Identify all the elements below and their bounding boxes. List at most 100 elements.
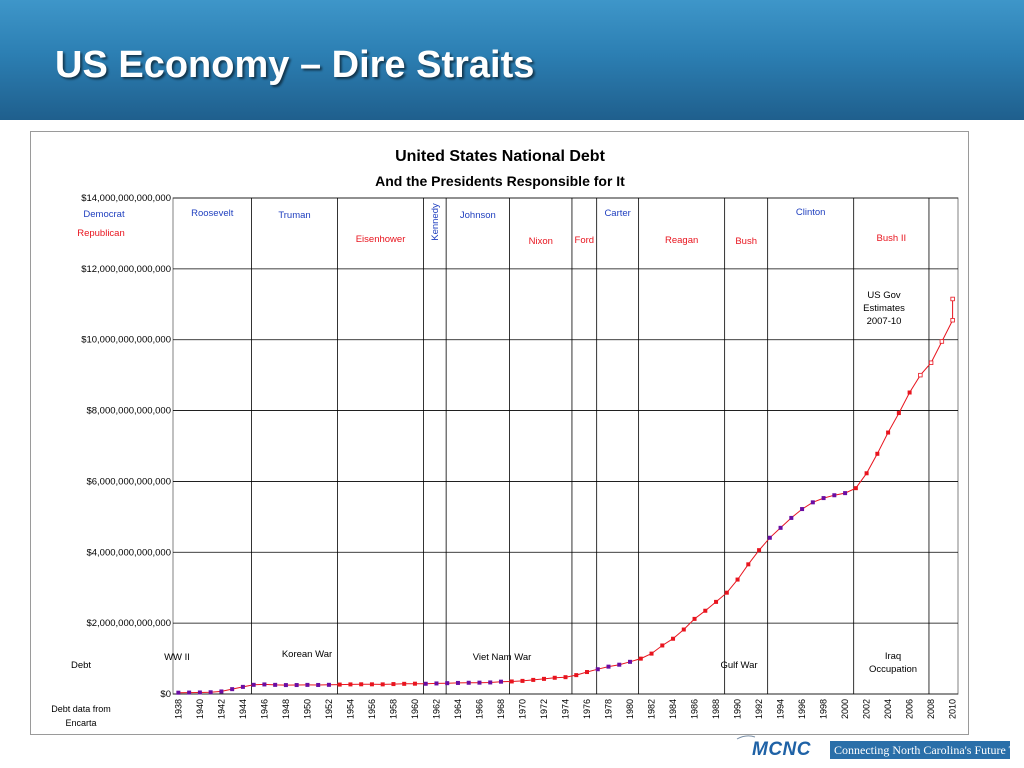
y-tick-label: $8,000,000,000,000	[86, 406, 171, 417]
data-point	[445, 681, 450, 686]
x-tick-label: 2010	[948, 699, 958, 719]
data-point	[283, 683, 288, 688]
legend-democrat: Democrat	[83, 209, 125, 220]
data-point	[455, 680, 460, 685]
x-tick-label: 1940	[195, 699, 205, 719]
y-tick-label: $12,000,000,000,000	[81, 264, 171, 275]
data-point	[316, 682, 321, 687]
data-point	[531, 677, 536, 682]
x-tick-label: 1980	[625, 699, 635, 719]
x-tick-label: 1946	[259, 699, 269, 719]
data-point	[660, 643, 665, 648]
data-point	[380, 682, 385, 687]
data-point	[294, 683, 299, 688]
data-point	[337, 682, 342, 687]
data-point	[886, 430, 891, 435]
data-point	[262, 682, 267, 687]
data-point	[563, 675, 568, 680]
data-point-estimate	[939, 339, 945, 344]
data-point	[488, 680, 493, 685]
data-point	[219, 689, 224, 694]
data-point	[423, 681, 428, 686]
x-tick-label: 1966	[474, 699, 484, 719]
data-point	[273, 682, 278, 687]
x-tick-label: 1958	[388, 699, 398, 719]
data-point	[498, 679, 503, 684]
data-point	[864, 471, 869, 476]
data-point	[520, 678, 525, 683]
x-tick-label: 1996	[797, 699, 807, 719]
data-point	[305, 682, 310, 687]
x-tick-label: 1970	[517, 699, 527, 719]
data-point	[187, 690, 192, 695]
data-point	[724, 590, 729, 595]
data-point	[832, 493, 837, 498]
slide-header: US Economy – Dire Straits	[0, 0, 1024, 120]
data-point-estimate	[950, 296, 955, 302]
x-tick-label: 1954	[345, 699, 355, 719]
annotation-estimates: US Gov	[867, 290, 901, 301]
president-label: Carter	[604, 208, 630, 219]
x-tick-label: 1998	[819, 699, 829, 719]
y-tick-label: $4,000,000,000,000	[86, 547, 171, 558]
legend-republican: Republican	[77, 228, 125, 239]
president-label: Kennedy	[430, 203, 441, 241]
x-tick-label: 1976	[582, 699, 592, 719]
series-line	[178, 299, 954, 694]
x-tick-label: 1952	[324, 699, 334, 719]
logo-text: MCNC	[752, 739, 811, 760]
data-point	[896, 411, 901, 416]
data-point	[703, 608, 708, 613]
data-point-estimate	[928, 360, 934, 365]
data-point	[714, 599, 719, 604]
data-point	[649, 651, 654, 656]
series-label-debt: Debt	[71, 660, 91, 671]
data-point	[230, 687, 235, 692]
x-tick-label: 1988	[711, 699, 721, 719]
data-point	[176, 690, 181, 695]
y-tick-label: $2,000,000,000,000	[86, 618, 171, 629]
data-point	[402, 681, 407, 686]
x-tick-label: 1982	[647, 699, 657, 719]
logo-swoosh-icon	[736, 735, 756, 740]
annotation-korean-war: Korean War	[282, 649, 332, 660]
x-tick-label: 1964	[453, 699, 463, 719]
source-note-line1: Debt data from	[51, 704, 111, 714]
data-point	[391, 682, 396, 687]
data-point	[810, 500, 815, 505]
data-point	[541, 676, 546, 681]
x-tick-label: 1956	[367, 699, 377, 719]
data-point	[240, 684, 245, 689]
x-tick-label: 1984	[668, 699, 678, 719]
chart-title: United States National Debt	[395, 148, 605, 165]
data-point	[843, 491, 848, 496]
president-label: Bush II	[877, 233, 907, 244]
x-tick-label: 1942	[216, 699, 226, 719]
x-tick-label: 1990	[733, 699, 743, 719]
president-label: Bush	[735, 236, 757, 247]
x-tick-label: 1992	[754, 699, 764, 719]
data-point	[681, 627, 686, 632]
x-tick-label: 1950	[302, 699, 312, 719]
x-tick-label: 1968	[496, 699, 506, 719]
data-point	[412, 681, 417, 686]
data-point	[208, 690, 213, 695]
data-point	[800, 507, 805, 512]
data-point	[369, 682, 374, 687]
debt-chart: United States National Debt And the Presi…	[51, 148, 959, 728]
data-point	[853, 486, 858, 491]
data-point	[466, 680, 471, 685]
annotation-vietnam-war: Viet Nam War	[473, 652, 532, 663]
x-tick-label: 1960	[410, 699, 420, 719]
data-point	[746, 562, 751, 567]
x-tick-label: 1974	[561, 699, 571, 719]
president-label: Roosevelt	[191, 208, 234, 219]
data-point-estimate	[950, 318, 955, 323]
data-point	[757, 548, 762, 553]
x-tick-label: 1944	[238, 699, 248, 719]
data-point	[767, 535, 772, 540]
president-label: Reagan	[665, 235, 698, 246]
data-point	[628, 659, 633, 664]
source-note-line2: Encarta	[65, 718, 96, 728]
plot-area	[172, 197, 959, 695]
